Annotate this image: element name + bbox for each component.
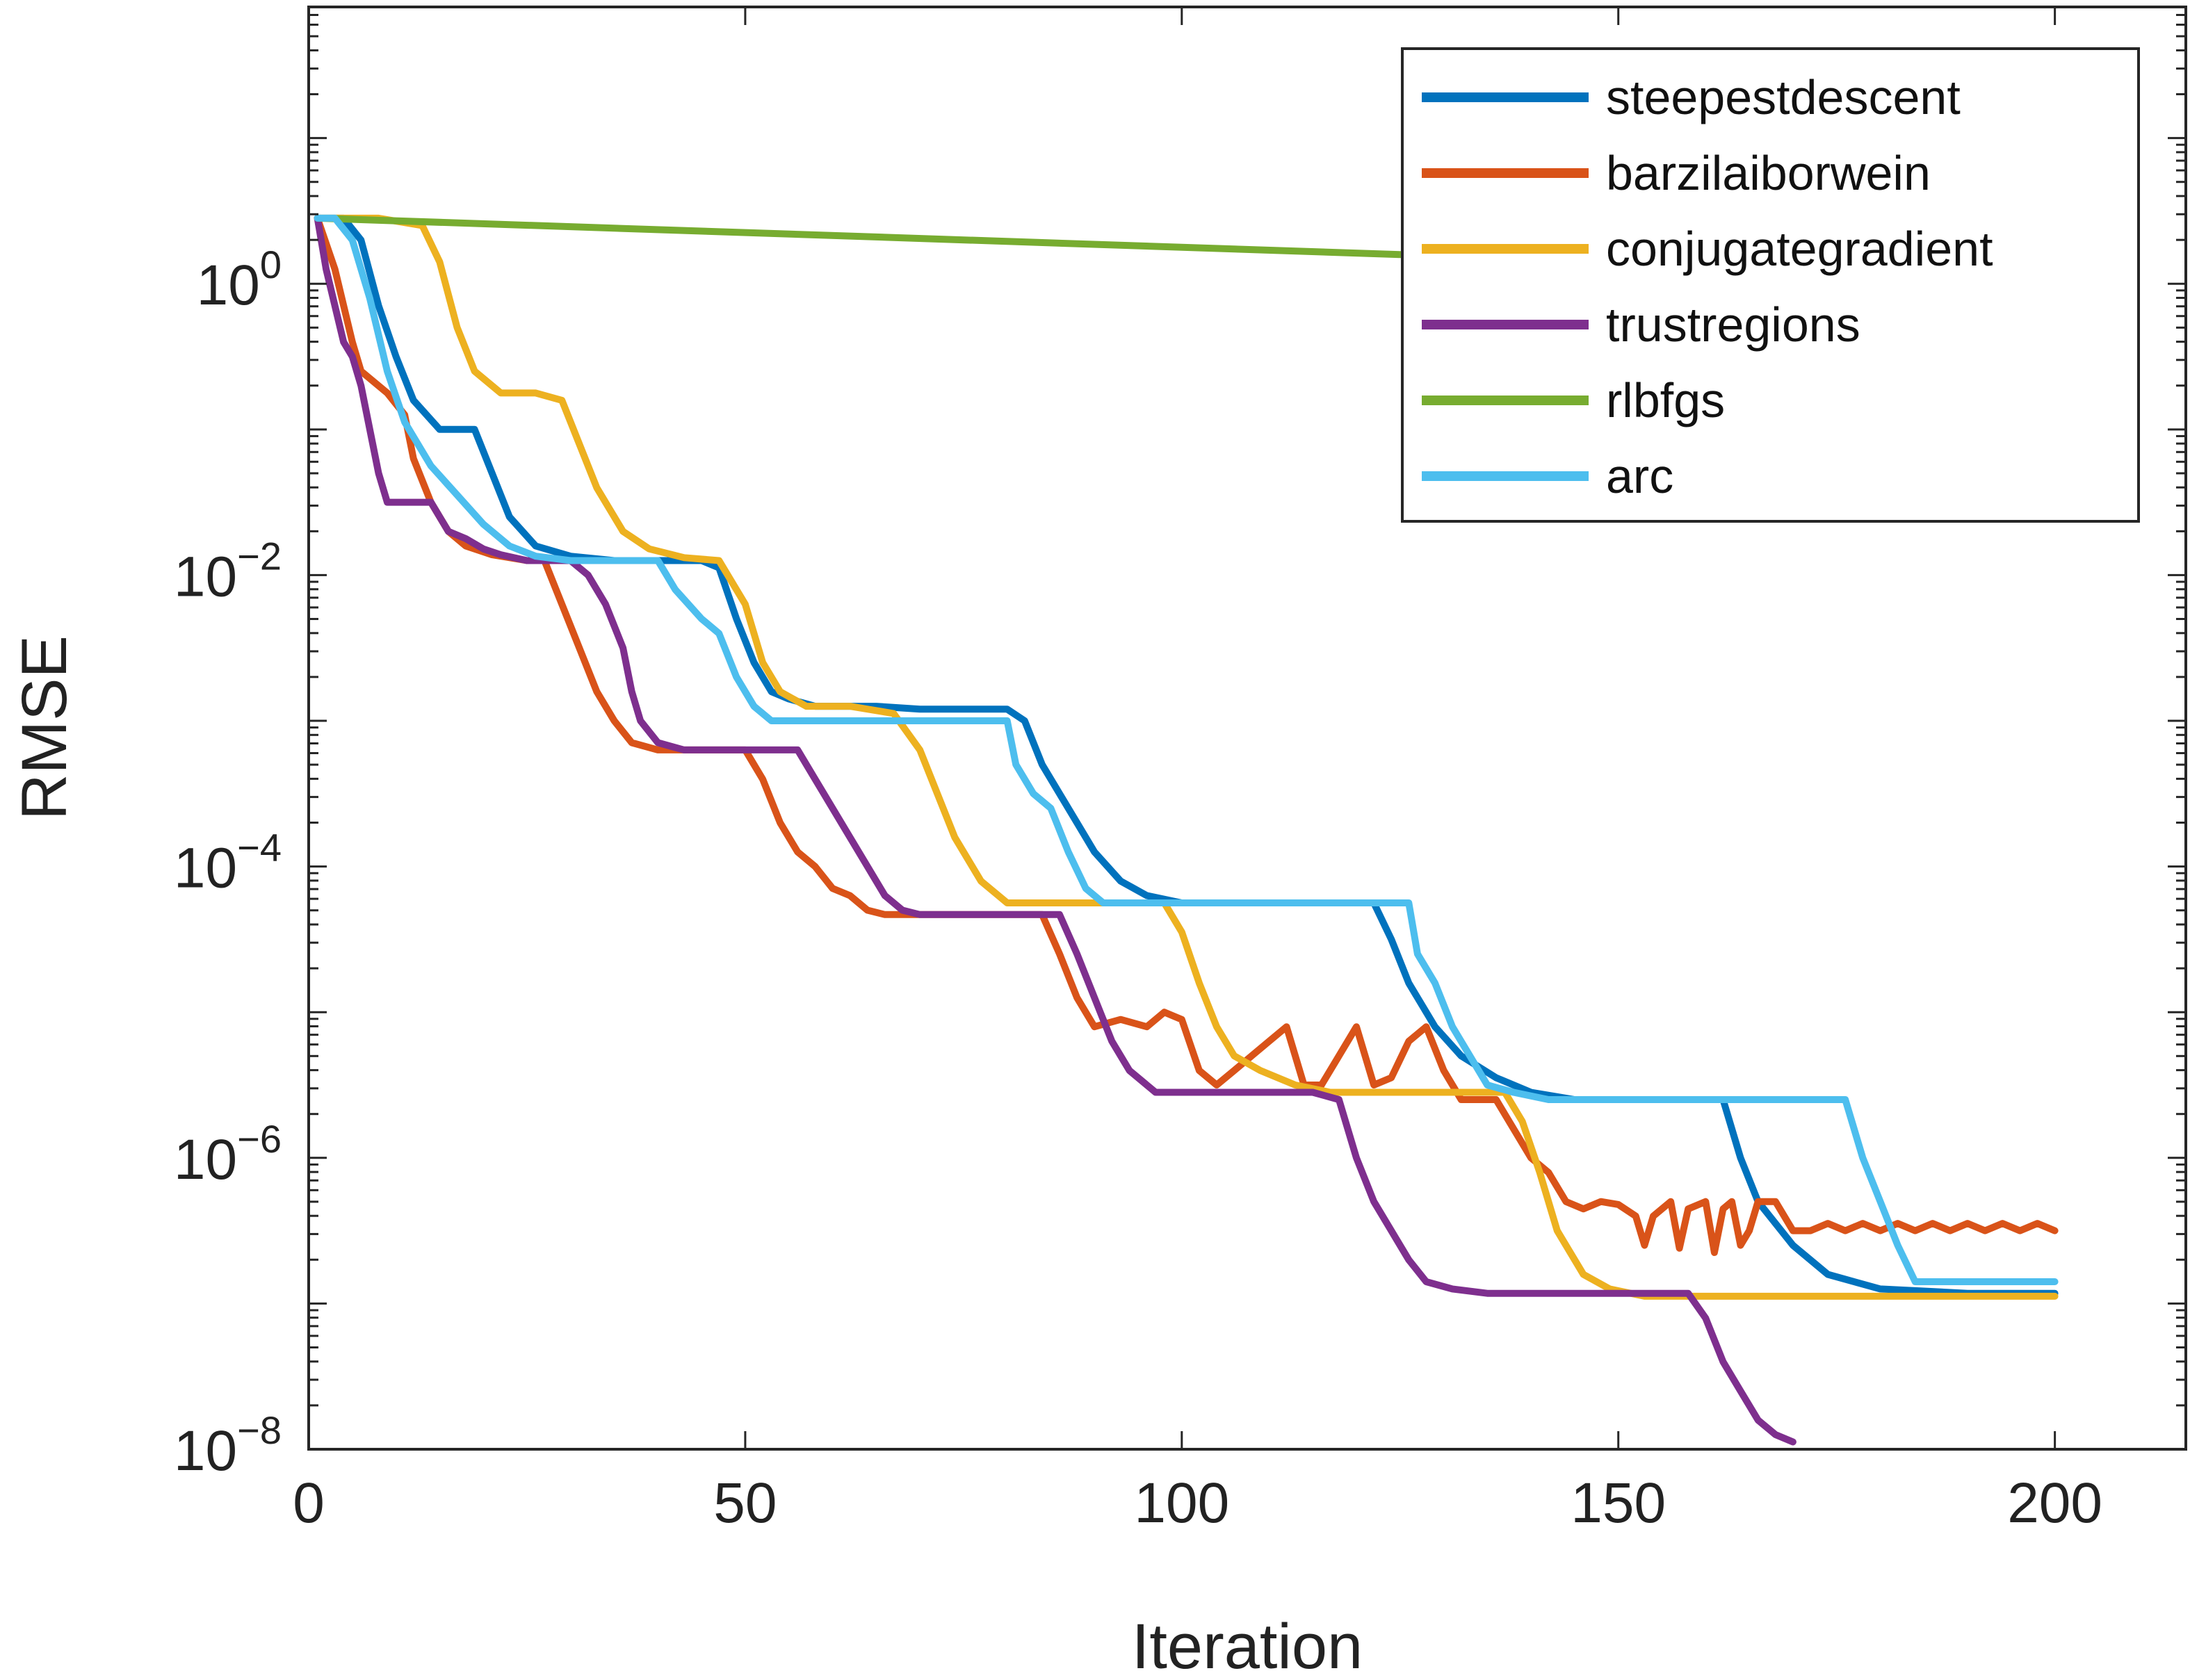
y-tick-exponent: −2: [237, 534, 282, 578]
series-line-conjugategradient: [314, 214, 2059, 1300]
legend-label-steepestdescent: steepestdescent: [1606, 70, 1961, 124]
y-tick-base: 10: [197, 254, 260, 317]
x-tick-label: 0: [293, 1471, 325, 1535]
y-tick-exponent: −8: [237, 1408, 282, 1452]
y-tick-label: 10−4: [174, 826, 282, 900]
legend-label-conjugategradient: conjugategradient: [1606, 222, 1993, 276]
series-line-arc: [314, 214, 2059, 1285]
y-tick-exponent: −6: [237, 1117, 282, 1161]
y-tick-label: 10−2: [174, 534, 282, 608]
y-tick-base: 10: [174, 545, 237, 608]
y-tick-exponent: 0: [260, 243, 282, 286]
legend-label-barzilaiborwein: barzilaiborwein: [1606, 146, 1931, 200]
x-axis-label: Iteration: [1132, 1611, 1363, 1680]
x-tick-label: 50: [713, 1471, 777, 1535]
legend-box: [1401, 47, 2140, 523]
y-axis-label: RMSE: [9, 635, 80, 820]
series-line-trustregions: [314, 214, 1796, 1446]
legend: steepestdescent barzilaiborwein conjugateg…: [1401, 47, 2140, 523]
legend-label-rlbfgs: rlbfgs: [1606, 373, 1725, 427]
legend-label-trustregions: trustregions: [1606, 297, 1860, 352]
y-tick-base: 10: [174, 1128, 237, 1191]
x-tick-label: 200: [2007, 1471, 2102, 1535]
y-tick-base: 10: [174, 1419, 237, 1483]
series-line-barzilaiborwein: [314, 214, 2059, 1256]
y-tick-base: 10: [174, 837, 237, 900]
legend-label-arc: arc: [1606, 449, 1673, 503]
x-tick-label: 150: [1571, 1471, 1666, 1535]
y-tick-label: 10−8: [174, 1408, 282, 1483]
y-tick-exponent: −4: [237, 826, 282, 870]
x-tick-label: 100: [1134, 1471, 1229, 1535]
y-tick-label: 10−6: [174, 1117, 282, 1191]
y-tick-label: 100: [197, 243, 282, 317]
